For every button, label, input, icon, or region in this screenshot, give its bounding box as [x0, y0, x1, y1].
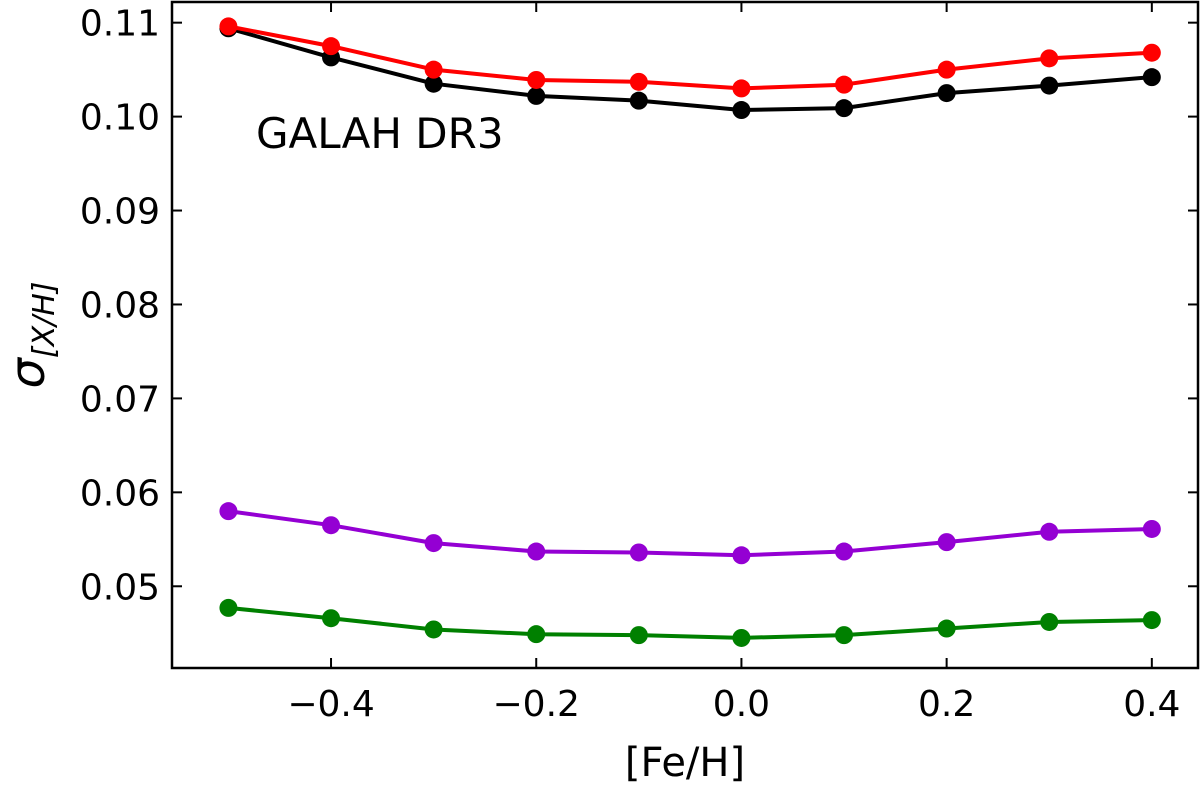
y-axis-label: σ[X/H] [0, 281, 62, 388]
data-point-purple [322, 516, 341, 535]
data-point-purple [527, 542, 546, 561]
series-layer [219, 17, 1161, 647]
data-point-red [527, 70, 546, 89]
y-tick-label: 0.11 [80, 4, 160, 45]
data-point-purple [1040, 522, 1059, 541]
data-point-black [527, 86, 546, 105]
y-axis-label-sigma: σ [0, 357, 56, 389]
data-point-black [1040, 76, 1059, 95]
data-point-green [835, 626, 854, 645]
y-axis-label-subscript: [X/H] [27, 281, 62, 358]
plot-area-frame [170, 0, 1200, 670]
data-point-red [732, 79, 751, 98]
data-point-green [424, 620, 443, 639]
data-point-red [1142, 43, 1161, 62]
y-tick-label: 0.07 [80, 379, 160, 420]
series-line-green [228, 605, 1152, 640]
data-point-purple [219, 502, 238, 521]
y-tick-label: 0.08 [80, 285, 160, 326]
data-point-purple [424, 534, 443, 553]
annotation-label: GALAH DR3 [256, 109, 504, 158]
data-point-red [219, 17, 238, 36]
x-tick-label: 0.0 [713, 684, 770, 725]
series-green [219, 598, 1161, 647]
data-point-green [219, 598, 238, 617]
y-tick-label: 0.05 [80, 567, 160, 608]
x-tick-label: 0.4 [1123, 684, 1180, 725]
data-point-green [732, 628, 751, 647]
data-point-green [527, 625, 546, 644]
series-red [219, 17, 1161, 98]
data-point-green [937, 619, 956, 638]
data-point-green [1142, 611, 1161, 630]
data-point-purple [629, 543, 648, 562]
data-point-red [835, 75, 854, 94]
x-tick-label: 0.2 [918, 684, 975, 725]
data-point-black [732, 101, 751, 120]
data-point-black [1142, 68, 1161, 87]
data-point-purple [1142, 519, 1161, 538]
data-point-red [937, 60, 956, 79]
data-point-green [1040, 612, 1059, 631]
data-point-black [629, 91, 648, 110]
data-point-purple [732, 546, 751, 565]
series-line-purple [228, 509, 1152, 558]
data-point-black [937, 84, 956, 103]
data-point-red [629, 72, 648, 91]
y-tick-label: 0.06 [80, 473, 160, 514]
data-point-purple [937, 533, 956, 552]
y-tick-label: 0.10 [80, 98, 160, 139]
series-line-red [228, 24, 1152, 91]
series-black [219, 19, 1161, 120]
series-line-black [227, 26, 1152, 112]
data-point-red [424, 60, 443, 79]
x-tick-label: −0.2 [493, 684, 580, 725]
data-point-black [835, 99, 854, 118]
data-point-purple [835, 542, 854, 561]
x-tick-label: −0.4 [287, 684, 374, 725]
axis-ticks: −0.4 −0.2 0.0 0.2 0.4 0.05 0.06 0.07 0.08 0.09 0.1… [80, 2, 1198, 725]
data-point-green [629, 626, 648, 645]
data-point-black [424, 74, 443, 93]
data-point-red [1040, 49, 1059, 68]
series-purple [219, 502, 1161, 565]
x-axis-label: [Fe/H] [625, 740, 745, 786]
y-tick-label: 0.09 [80, 192, 160, 233]
data-point-red [322, 37, 341, 56]
data-point-green [322, 609, 341, 628]
